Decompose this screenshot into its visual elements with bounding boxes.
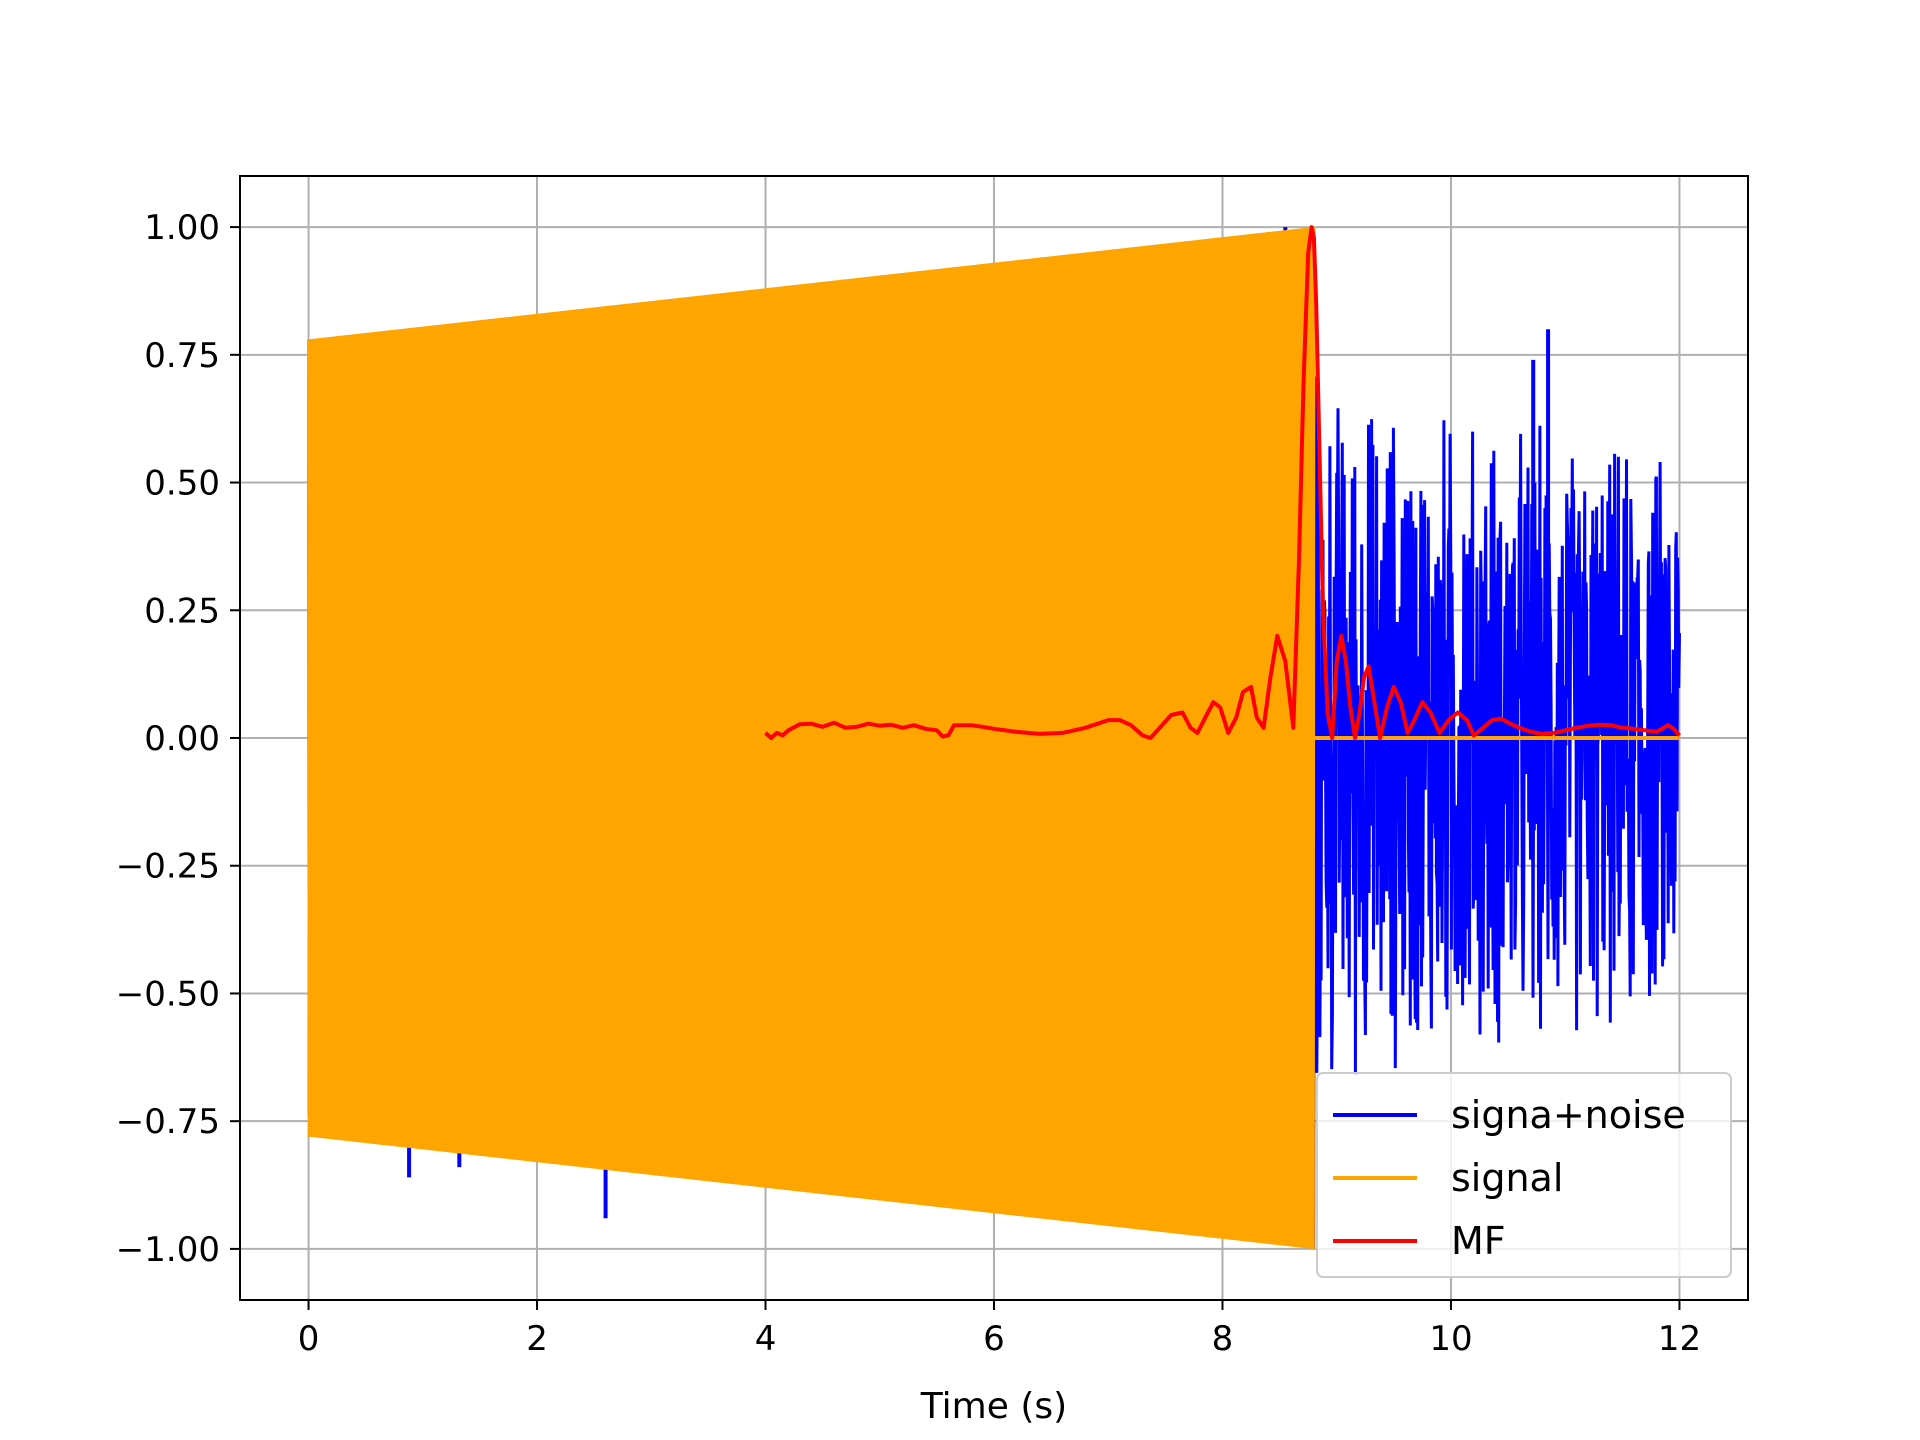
series-mf-line [764,225,1682,740]
x-tick-label: 12 [1658,1319,1701,1359]
x-tick-label: 2 [526,1319,548,1359]
y-tick-label: −0.75 [116,1102,220,1142]
legend-label: signa+noise [1451,1093,1686,1137]
x-tick-label: 8 [1212,1319,1234,1359]
x-tick-label: 10 [1429,1319,1472,1359]
y-tick-label: 0.00 [144,719,220,759]
x-axis-ticks: 0 2 4 6 8 10 12 [298,1300,1701,1359]
y-tick-label: 0.25 [144,591,220,631]
x-tick-label: 6 [983,1319,1005,1359]
legend: signa+noise signal MF [1316,1072,1732,1278]
y-tick-label: 0.50 [144,464,220,504]
y-tick-label: −0.50 [116,974,220,1014]
y-tick-label: −1.00 [116,1230,220,1270]
series-signal-body [308,227,1314,1249]
series-layer [307,225,1682,1249]
y-tick-label: −0.25 [116,847,220,887]
y-axis-ticks: 1.00 0.75 0.50 0.25 0.00 −0.25 −0.50 −0.75 −1.00 [116,208,240,1270]
y-tick-label: 0.75 [144,336,220,376]
y-tick-label: 1.00 [144,208,220,248]
x-axis-label: Time (s) [920,1386,1067,1427]
x-tick-label: 4 [755,1319,777,1359]
legend-label: signal [1451,1156,1563,1200]
legend-label: MF [1451,1219,1506,1263]
x-tick-label: 0 [298,1319,320,1359]
legend-box [1316,1072,1732,1278]
